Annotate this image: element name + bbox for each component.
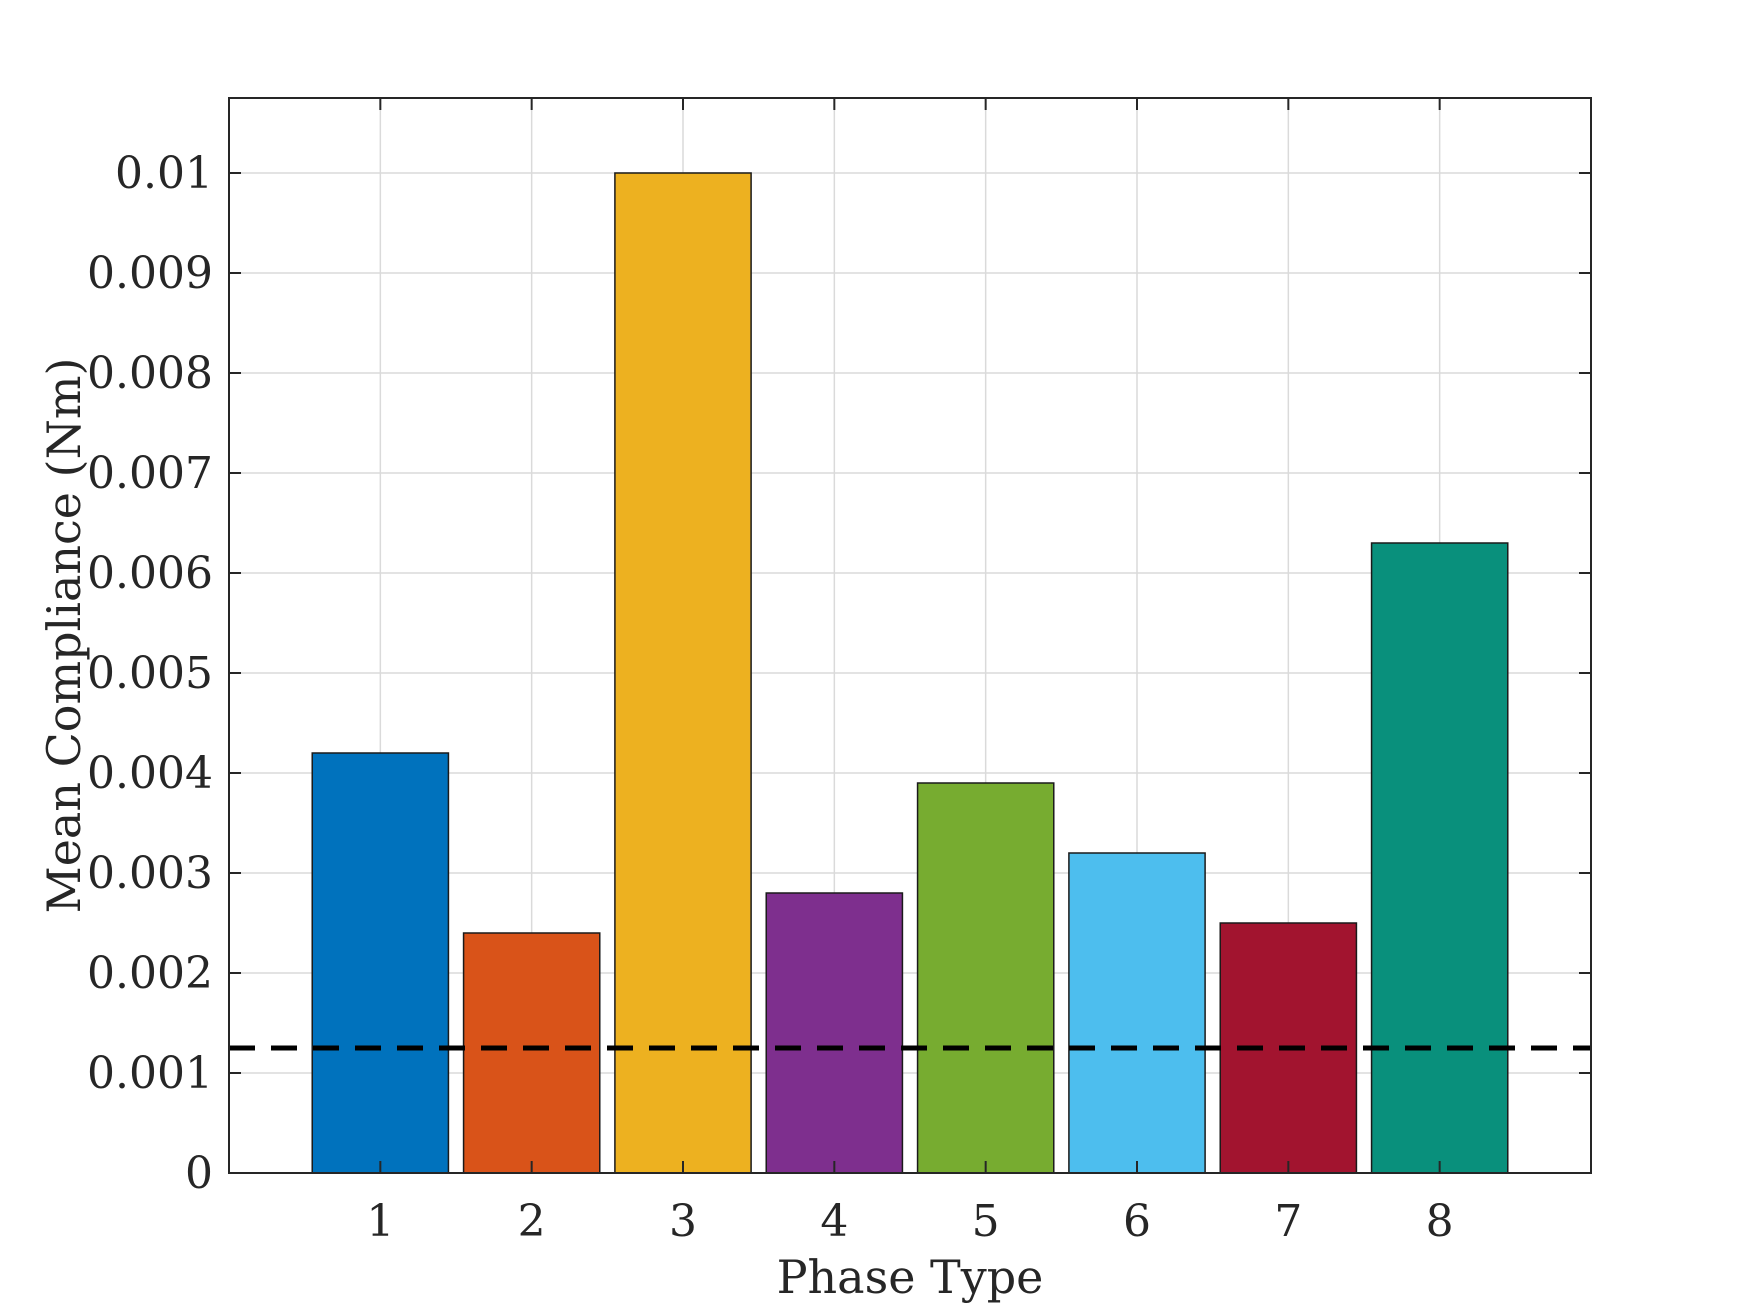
y-tick-label: 0.008 [87,348,213,399]
x-tick-label: 7 [1274,1196,1302,1247]
bar-6 [1068,852,1206,1174]
bar-1 [311,752,450,1174]
x-tick-label: 5 [972,1196,1000,1247]
x-tick-labels: 1 2 3 4 5 6 7 8 [366,1196,1453,1247]
y-tick-label: 0.005 [87,648,213,699]
x-tick-label: 1 [366,1196,394,1247]
y-tick-label: 0.001 [87,1048,213,1099]
bar-2 [462,932,601,1174]
y-tick-label: 0 [185,1148,213,1199]
y-tick-label: 0.007 [87,448,213,499]
y-axis-title: Mean Compliance (Nm) [37,358,91,914]
y-tick-label: 0.006 [87,548,213,599]
y-tick-label: 0.004 [87,748,213,799]
x-tick-label: 8 [1426,1196,1454,1247]
y-tick-label: 0.009 [87,248,213,299]
y-tick-label: 0.002 [87,948,213,999]
y-tick-label: 0.01 [115,148,213,199]
y-tick-label: 0.003 [87,848,213,899]
plot-frame [228,97,1592,1174]
bar-3 [614,172,752,1174]
y-tick-labels: 0 0.001 0.002 0.003 0.004 0.005 0.006 0.007 0.00… [87,148,213,1199]
x-tick-label: 4 [820,1196,848,1247]
bar-5 [916,782,1055,1174]
x-tick-label: 6 [1123,1196,1151,1247]
x-axis-title: Phase Type [777,1250,1044,1304]
bar-8 [1370,542,1509,1174]
axes [228,97,1592,1174]
bar-4 [765,892,904,1174]
x-tick-label: 3 [669,1196,697,1247]
x-tick-label: 2 [518,1196,546,1247]
